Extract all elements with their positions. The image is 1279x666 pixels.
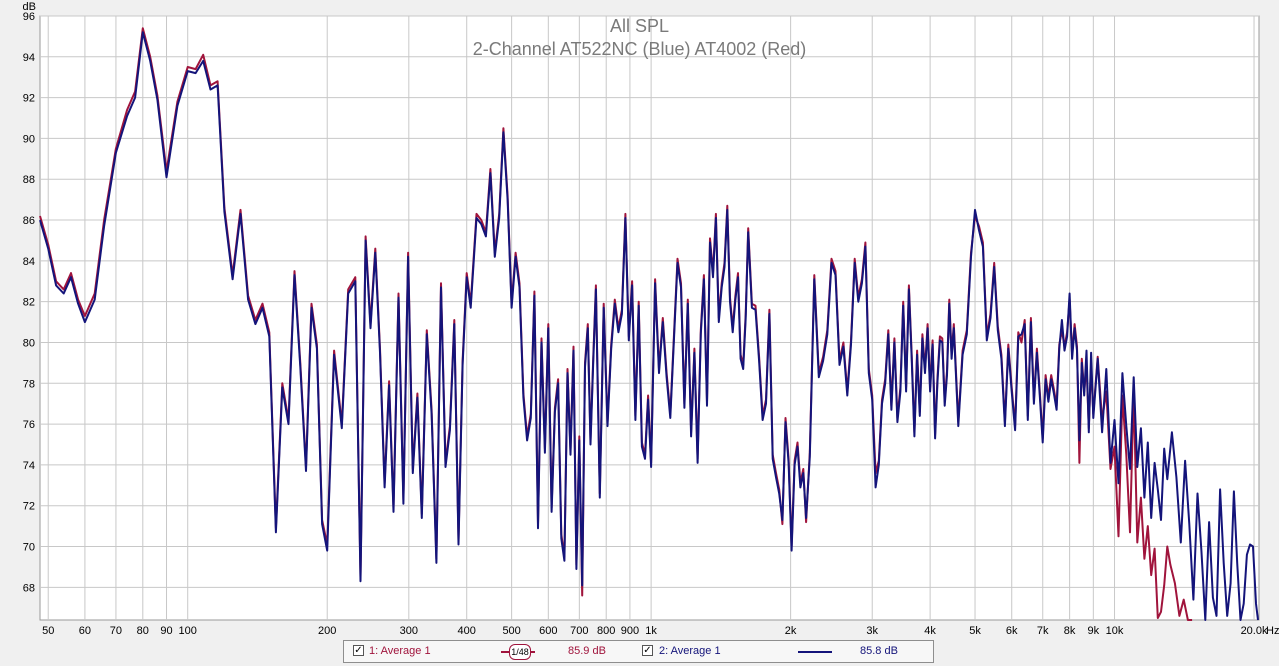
series-2-line: [39, 31, 1259, 621]
x-tick-label: 600: [539, 625, 557, 637]
x-tick-label: 60: [79, 625, 91, 637]
series-1-label[interactable]: 1: Average 1: [369, 645, 431, 657]
x-tick-label: 80: [137, 625, 149, 637]
y-axis-label: dB: [23, 1, 36, 13]
chart-title: All SPL: [609, 16, 670, 36]
x-tick-label: 700: [570, 625, 588, 637]
series-group: [39, 27, 1259, 621]
x-tick-label: 4k: [924, 625, 936, 637]
y-tick-label: 76: [23, 419, 35, 431]
legend-bar: ✓ 1: Average 1 1/48 85.9 dB ✓ 2: Average…: [343, 640, 934, 663]
x-tick-label: 800: [597, 625, 615, 637]
x-tick-label: 9k: [1088, 625, 1100, 637]
series-1-level: 85.9 dB: [568, 645, 606, 657]
x-tick-label: 3k: [866, 625, 878, 637]
x-axis-unit-label: Hz: [1266, 625, 1279, 637]
y-tick-label: 90: [23, 133, 35, 145]
x-tick-label: 70: [110, 625, 122, 637]
plot-area[interactable]: [39, 15, 1260, 621]
x-tick-label: 300: [400, 625, 418, 637]
y-tick-label: 74: [23, 460, 35, 472]
x-tick-label: 400: [458, 625, 476, 637]
x-tick-label: 8k: [1064, 625, 1076, 637]
x-tick-label: 5k: [969, 625, 981, 637]
x-tick-label: 20.0k: [1241, 625, 1268, 637]
x-tick-label: 10k: [1106, 625, 1124, 637]
x-tick-label: 7k: [1037, 625, 1049, 637]
y-tick-label: 78: [23, 378, 35, 390]
y-tick-label: 96: [23, 11, 35, 23]
x-tick-label: 200: [318, 625, 336, 637]
series-2-label[interactable]: 2: Average 1: [659, 645, 721, 657]
series-2-level: 85.8 dB: [860, 645, 898, 657]
series-1-checkbox[interactable]: ✓: [353, 645, 364, 656]
tick-labels: 96 94 92 90 88 86 84 82 80 78 76 74 72 70 68 50 60 70 80 90…: [23, 11, 1268, 637]
y-tick-label: 70: [23, 542, 35, 554]
smoothing-badge[interactable]: 1/48: [509, 644, 531, 660]
grid-lines: [40, 15, 1259, 620]
series-2-checkbox[interactable]: ✓: [642, 645, 653, 656]
x-tick-label: 6k: [1006, 625, 1018, 637]
y-tick-label: 82: [23, 297, 35, 309]
y-tick-label: 84: [23, 256, 35, 268]
y-tick-label: 68: [23, 582, 35, 594]
x-tick-label: 900: [621, 625, 639, 637]
x-tick-label: 500: [502, 625, 520, 637]
y-tick-label: 86: [23, 215, 35, 227]
x-tick-label: 90: [160, 625, 172, 637]
y-tick-label: 88: [23, 174, 35, 186]
y-tick-label: 92: [23, 93, 35, 105]
x-tick-label: 2k: [785, 625, 797, 637]
x-tick-label: 1k: [645, 625, 657, 637]
x-tick-label: 100: [179, 625, 197, 637]
series-2-swatch: [798, 651, 832, 653]
y-tick-label: 72: [23, 501, 35, 513]
y-tick-label: 80: [23, 337, 35, 349]
chart-subtitle: 2-Channel AT522NC (Blue) AT4002 (Red): [472, 39, 807, 59]
x-tick-label: 50: [42, 625, 54, 637]
y-tick-label: 94: [23, 52, 35, 64]
